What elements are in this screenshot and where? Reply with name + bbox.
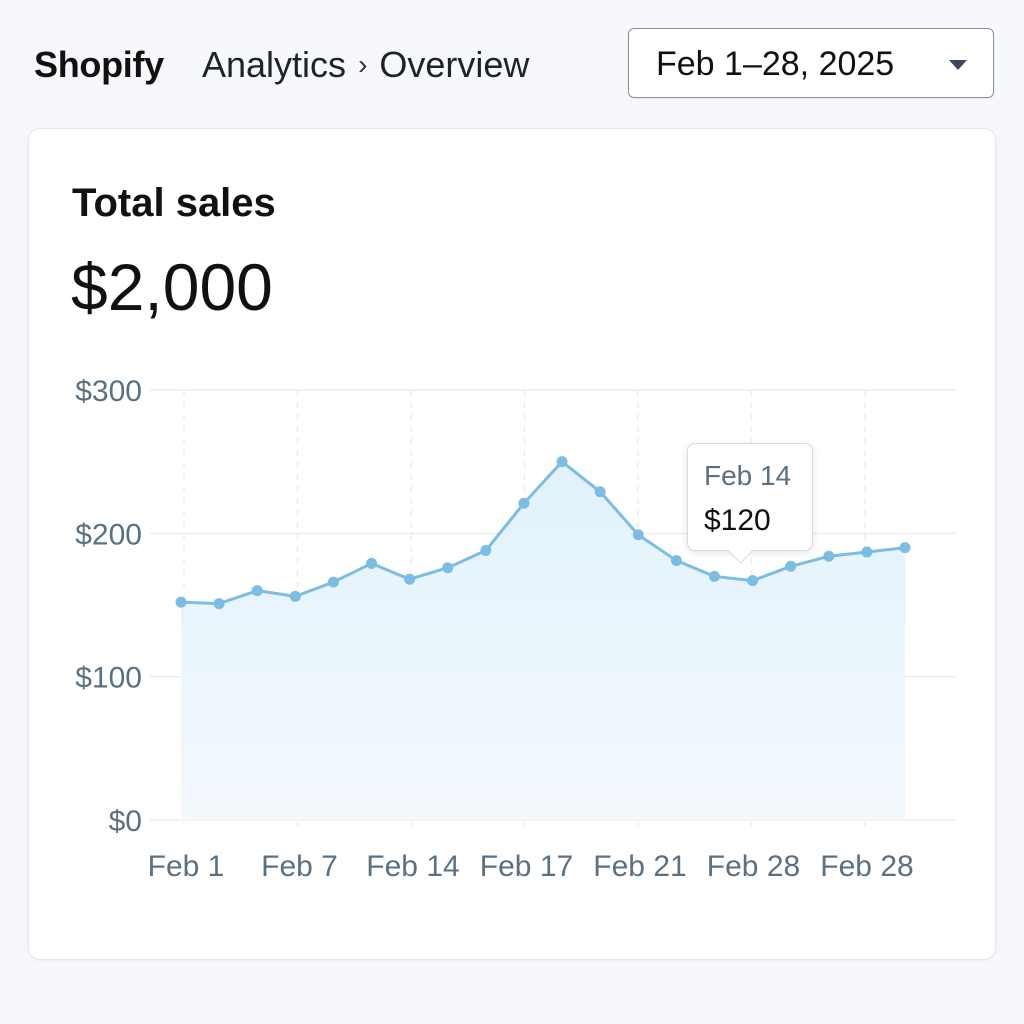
card-title: Total sales	[72, 181, 276, 225]
date-range-value: Feb 1–28, 2025	[656, 45, 895, 83]
chart-tooltip: Feb 14 $120	[687, 443, 813, 551]
chevron-right-icon: ›	[358, 49, 368, 80]
breadcrumb-overview: Overview	[379, 44, 530, 85]
tooltip-value: $120	[704, 504, 771, 537]
total-sales-card: Total sales $2,000	[28, 128, 996, 960]
breadcrumb-analytics[interactable]: Analytics	[202, 44, 347, 85]
brand-logo[interactable]: Shopify	[34, 44, 164, 85]
chevron-down-icon	[949, 60, 967, 70]
top-bar: Shopify Analytics › Overview Feb 1–28, 2…	[0, 0, 1024, 128]
breadcrumb: Analytics › Overview	[202, 44, 529, 86]
date-range-select[interactable]: Feb 1–28, 2025	[628, 28, 994, 98]
tooltip-date: Feb 14	[704, 460, 792, 491]
total-sales-value: $2,000	[71, 250, 273, 324]
